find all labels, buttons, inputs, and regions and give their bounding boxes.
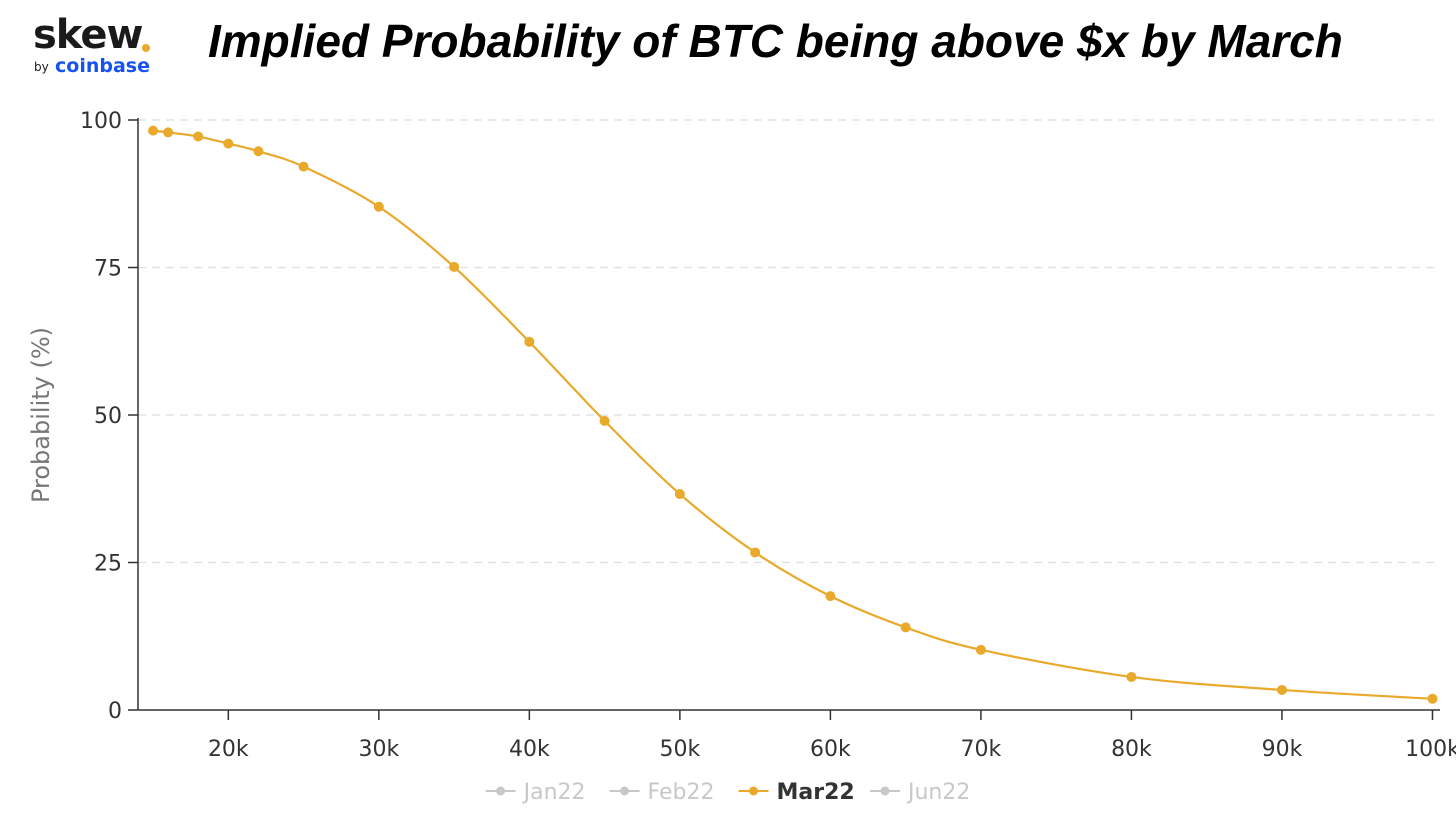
legend-item-mar22[interactable]: Mar22 (738, 780, 855, 805)
x-tick-label: 30k (358, 737, 399, 762)
legend-marker-icon (496, 786, 506, 796)
skew-logo: skew by coinbase (33, 12, 163, 82)
data-point[interactable] (253, 146, 264, 157)
series-line-mar22 (152, 129, 1433, 700)
data-point[interactable] (674, 489, 685, 500)
x-tick-label: 60k (810, 737, 851, 762)
x-tick-label: 70k (961, 737, 1002, 762)
y-tick-label: 25 (94, 552, 122, 577)
x-tick-labels: 20k 30k 40k 50k 60k 70k 80k 90k 100k (208, 737, 1456, 762)
x-tick-label: 40k (509, 737, 550, 762)
legend-item-feb22[interactable]: Feb22 (609, 780, 715, 805)
data-point[interactable] (163, 127, 174, 138)
x-tick-label: 90k (1262, 737, 1303, 762)
data-point[interactable] (298, 161, 309, 172)
legend-marker-icon (880, 786, 890, 796)
grid-lines (138, 119, 1440, 564)
x-tick-label: 50k (660, 737, 701, 762)
legend-label: Jan22 (522, 780, 586, 805)
legend-marker-icon (620, 786, 630, 796)
data-point[interactable] (825, 591, 836, 602)
legend-label: Feb22 (648, 780, 715, 805)
data-point[interactable] (1126, 671, 1137, 682)
data-point[interactable] (599, 415, 610, 426)
data-point[interactable] (750, 547, 761, 558)
legend-label: Mar22 (776, 780, 854, 805)
chart-title: Implied Probability of BTC being above $… (208, 15, 1343, 67)
x-tick-label: 100k (1405, 737, 1456, 762)
x-tick-label: 80k (1111, 737, 1152, 762)
legend-label: Jun22 (906, 780, 970, 805)
y-tick-label: 50 (94, 404, 122, 429)
data-point[interactable] (900, 622, 911, 633)
data-point[interactable] (1427, 693, 1438, 704)
logo-wordmark: skew (33, 12, 143, 58)
data-point[interactable] (223, 138, 234, 149)
series-layer (148, 125, 1438, 704)
logo-by-text: by (34, 60, 49, 74)
data-point[interactable] (975, 644, 986, 655)
data-point[interactable] (373, 201, 384, 212)
y-axis-title: Probability (%) (27, 327, 55, 503)
legend-item-jan22[interactable]: Jan22 (485, 780, 586, 805)
x-tick-label: 20k (208, 737, 249, 762)
y-tick-label: 100 (80, 109, 122, 134)
data-point[interactable] (449, 261, 460, 272)
logo-coinbase-text: coinbase (55, 55, 150, 77)
data-point[interactable] (524, 336, 535, 347)
axes (128, 118, 1440, 720)
data-point[interactable] (1276, 684, 1287, 695)
y-tick-label: 75 (94, 257, 122, 282)
data-point[interactable] (193, 131, 204, 142)
legend-item-jun22[interactable]: Jun22 (870, 780, 970, 805)
legend-marker-icon (748, 786, 758, 796)
legend: Jan22 Feb22 Mar22 Jun22 (485, 780, 970, 805)
y-tick-label: 0 (108, 699, 122, 724)
logo-dot-icon (142, 44, 150, 52)
data-point[interactable] (148, 125, 159, 136)
y-tick-labels: 0 25 50 75 100 (80, 109, 122, 724)
